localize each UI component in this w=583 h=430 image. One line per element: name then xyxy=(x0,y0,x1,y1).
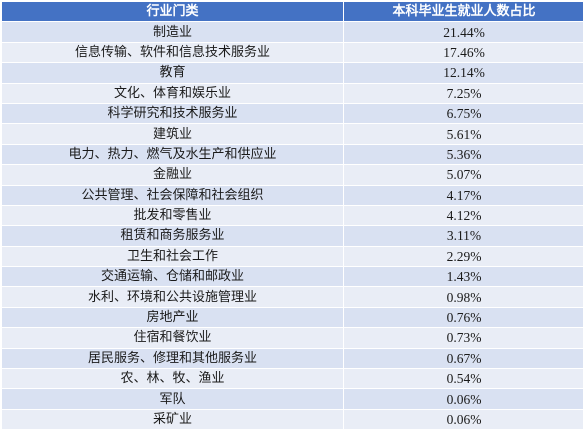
share-cell: 4.12% xyxy=(344,205,583,225)
industry-cell: 建筑业 xyxy=(2,124,344,144)
share-cell: 1.43% xyxy=(344,267,583,287)
industry-cell: 批发和零售业 xyxy=(2,205,344,225)
share-cell: 0.06% xyxy=(344,409,583,429)
industry-cell: 制造业 xyxy=(2,22,344,42)
industry-cell: 农、林、牧、渔业 xyxy=(2,369,344,389)
share-cell: 6.75% xyxy=(344,103,583,123)
share-cell: 5.36% xyxy=(344,144,583,164)
share-cell: 0.76% xyxy=(344,307,583,327)
share-cell: 5.07% xyxy=(344,165,583,185)
industry-cell: 教育 xyxy=(2,63,344,83)
industry-cell: 科学研究和技术服务业 xyxy=(2,103,344,123)
industry-cell: 军队 xyxy=(2,389,344,409)
industry-cell: 住宿和餐饮业 xyxy=(2,328,344,348)
industry-cell: 公共管理、社会保障和社会组织 xyxy=(2,185,344,205)
share-cell: 2.29% xyxy=(344,246,583,266)
share-cell: 3.11% xyxy=(344,226,583,246)
share-cell: 0.06% xyxy=(344,389,583,409)
share-cell: 21.44% xyxy=(344,22,583,42)
share-cell: 17.46% xyxy=(344,42,583,62)
industry-cell: 居民服务、修理和其他服务业 xyxy=(2,348,344,368)
share-cell: 0.98% xyxy=(344,287,583,307)
share-cell: 7.25% xyxy=(344,83,583,103)
industry-cell: 卫生和社会工作 xyxy=(2,246,344,266)
industry-cell: 采矿业 xyxy=(2,409,344,429)
share-cell: 0.67% xyxy=(344,348,583,368)
header-industry: 行业门类 xyxy=(2,2,344,22)
industry-cell: 交通运输、仓储和邮政业 xyxy=(2,267,344,287)
industry-cell: 信息传输、软件和信息技术服务业 xyxy=(2,42,344,62)
industry-cell: 水利、环境和公共设施管理业 xyxy=(2,287,344,307)
share-cell: 4.17% xyxy=(344,185,583,205)
share-cell: 0.73% xyxy=(344,328,583,348)
header-row: 行业门类 本科毕业生就业人数占比 xyxy=(2,2,583,22)
industry-cell: 租赁和商务服务业 xyxy=(2,226,344,246)
share-cell: 5.61% xyxy=(344,124,583,144)
header-share: 本科毕业生就业人数占比 xyxy=(344,2,583,22)
industry-cell: 文化、体育和娱乐业 xyxy=(2,83,344,103)
share-cell: 12.14% xyxy=(344,63,583,83)
share-cell: 0.54% xyxy=(344,369,583,389)
industry-cell: 金融业 xyxy=(2,165,344,185)
industry-cell: 房地产业 xyxy=(2,307,344,327)
industry-cell: 电力、热力、燃气及水生产和供应业 xyxy=(2,144,344,164)
